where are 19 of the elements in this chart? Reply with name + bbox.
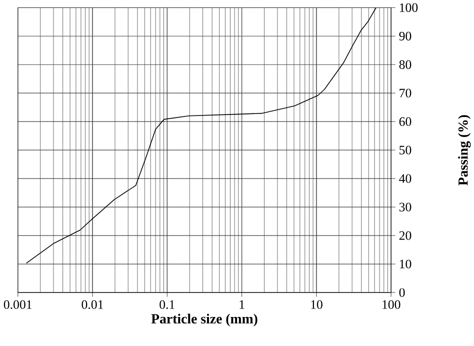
y-tick-label: 20 xyxy=(399,231,412,240)
y-axis-title: Passing (%) xyxy=(458,115,471,186)
x-axis-title: Particle size (mm) xyxy=(151,314,258,326)
x-tick-label: 0.1 xyxy=(160,300,174,309)
y-tick-label: 50 xyxy=(400,146,412,154)
y-tick-label: 60 xyxy=(399,117,412,126)
x-tick-label: 100 xyxy=(382,300,400,309)
y-tick-label: 40 xyxy=(399,174,412,183)
y-tick-label: 80 xyxy=(399,60,412,69)
x-tick-label: 1 xyxy=(240,300,244,309)
y-tick-label: 0 xyxy=(399,288,405,297)
y-tick-label: 10 xyxy=(400,260,412,268)
x-tick-label: 10 xyxy=(311,300,322,309)
y-tick-label: 30 xyxy=(399,202,412,212)
x-tick-label: 0.01 xyxy=(82,300,103,309)
y-tick-label: 90 xyxy=(399,32,412,40)
x-tick-label: 0.001 xyxy=(4,300,32,309)
y-tick-label: 70 xyxy=(400,88,412,98)
y-tick-label: 100 xyxy=(400,3,418,12)
